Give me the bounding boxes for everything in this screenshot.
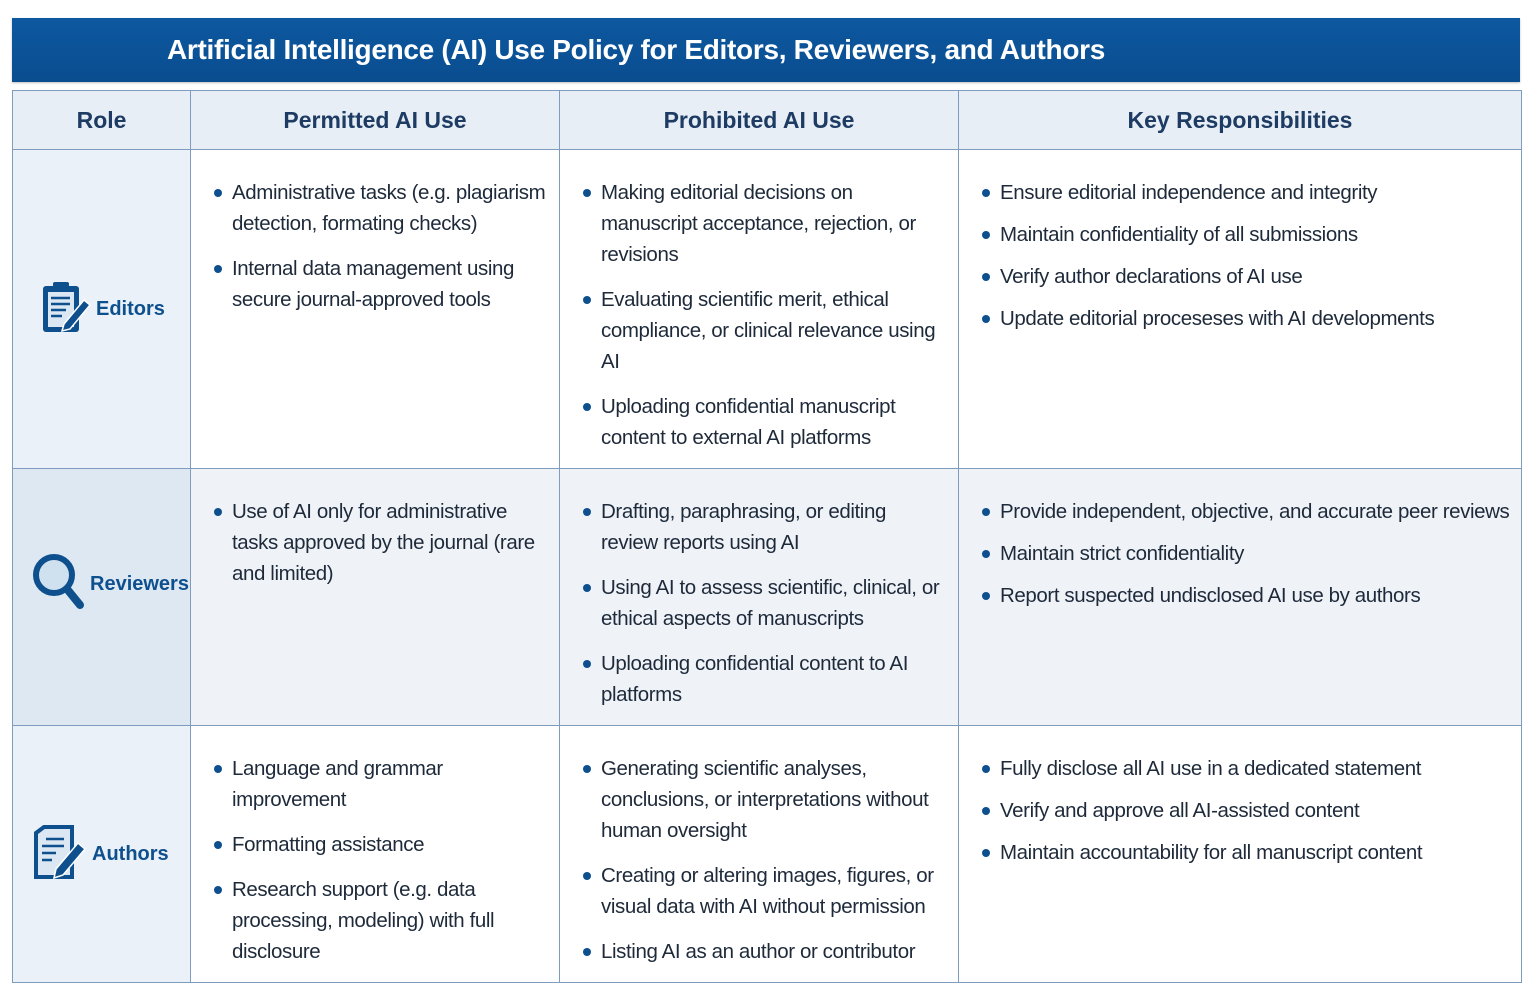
list-item: Verify and approve all AI-assisted conte… [982, 795, 1510, 826]
table-row-editors: Editors Administrative tasks (e.g. plagi… [12, 149, 1522, 469]
list-item: Maintain strict confidentiality [982, 538, 1510, 569]
list-item: Evaluating scientific merit, ethical com… [583, 284, 947, 377]
role-label: Editors [96, 297, 165, 320]
list-item: Fully disclose all AI use in a dedicated… [982, 753, 1510, 784]
list-item: Formatting assistance [214, 829, 548, 860]
policy-table: Role Permitted AI Use Prohibited AI Use … [12, 90, 1522, 983]
list-item: Listing AI as an author or contributor [583, 936, 947, 967]
role-label: Reviewers [90, 573, 189, 595]
list-item: Use of AI only for administrative tasks … [214, 496, 548, 589]
header-role: Role [12, 90, 191, 150]
magnifying-glass-icon [32, 551, 86, 618]
page-title: Artificial Intelligence (AI) Use Policy … [167, 34, 1106, 65]
prohibited-cell: Generating scientific analyses, conclusi… [559, 725, 959, 983]
list-item: Update editorial proceseses with AI deve… [982, 303, 1510, 334]
list-item: Verify author declarations of AI use [982, 261, 1510, 292]
clipboard-pencil-icon [40, 278, 92, 341]
permitted-cell: Language and grammar improvement Formatti… [190, 725, 560, 983]
responsibilities-cell: Ensure editorial independence and integr… [958, 149, 1522, 469]
list-item: Uploading confidential manuscript conten… [583, 391, 947, 453]
list-item: Maintain accountability for all manuscri… [982, 837, 1510, 868]
list-item: Administrative tasks (e.g. plagiarism de… [214, 177, 548, 239]
role-label: Authors [92, 842, 169, 865]
permitted-cell: Administrative tasks (e.g. plagiarism de… [190, 149, 560, 469]
role-cell: Authors [12, 725, 191, 983]
header-prohibited: Prohibited AI Use [559, 90, 959, 150]
header-permitted: Permitted AI Use [190, 90, 560, 150]
document-pencil-icon [32, 823, 88, 886]
table-row-authors: Authors Language and grammar improvement… [12, 725, 1522, 983]
list-item: Ensure editorial independence and integr… [982, 177, 1510, 208]
list-item: Creating or altering images, figures, or… [583, 860, 947, 922]
list-item: Provide independent, objective, and accu… [982, 496, 1510, 527]
list-item: Using AI to assess scientific, clinical,… [583, 572, 947, 634]
list-item: Report suspected undisclosed AI use by a… [982, 580, 1510, 611]
responsibilities-cell: Fully disclose all AI use in a dedicated… [958, 725, 1522, 983]
list-item: Language and grammar improvement [214, 753, 548, 815]
list-item: Generating scientific analyses, conclusi… [583, 753, 947, 846]
title-bar: Artificial Intelligence (AI) Use Policy … [12, 18, 1520, 82]
role-cell: Editors [12, 149, 191, 469]
permitted-cell: Use of AI only for administrative tasks … [190, 468, 560, 726]
list-item: Internal data management using secure jo… [214, 253, 548, 315]
list-item: Making editorial decisions on manuscript… [583, 177, 947, 270]
list-item: Maintain confidentiality of all submissi… [982, 219, 1510, 250]
header-row: Role Permitted AI Use Prohibited AI Use … [12, 90, 1522, 150]
responsibilities-cell: Provide independent, objective, and accu… [958, 468, 1522, 726]
prohibited-cell: Drafting, paraphrasing, or editing revie… [559, 468, 959, 726]
list-item: Drafting, paraphrasing, or editing revie… [583, 496, 947, 558]
list-item: Uploading confidential content to AI pla… [583, 648, 947, 710]
table-row-reviewers: Reviewers Use of AI only for administrat… [12, 468, 1522, 726]
list-item: Research support (e.g. data processing, … [214, 874, 548, 967]
prohibited-cell: Making editorial decisions on manuscript… [559, 149, 959, 469]
header-responsibilities: Key Responsibilities [958, 90, 1522, 150]
role-cell: Reviewers [12, 468, 191, 726]
